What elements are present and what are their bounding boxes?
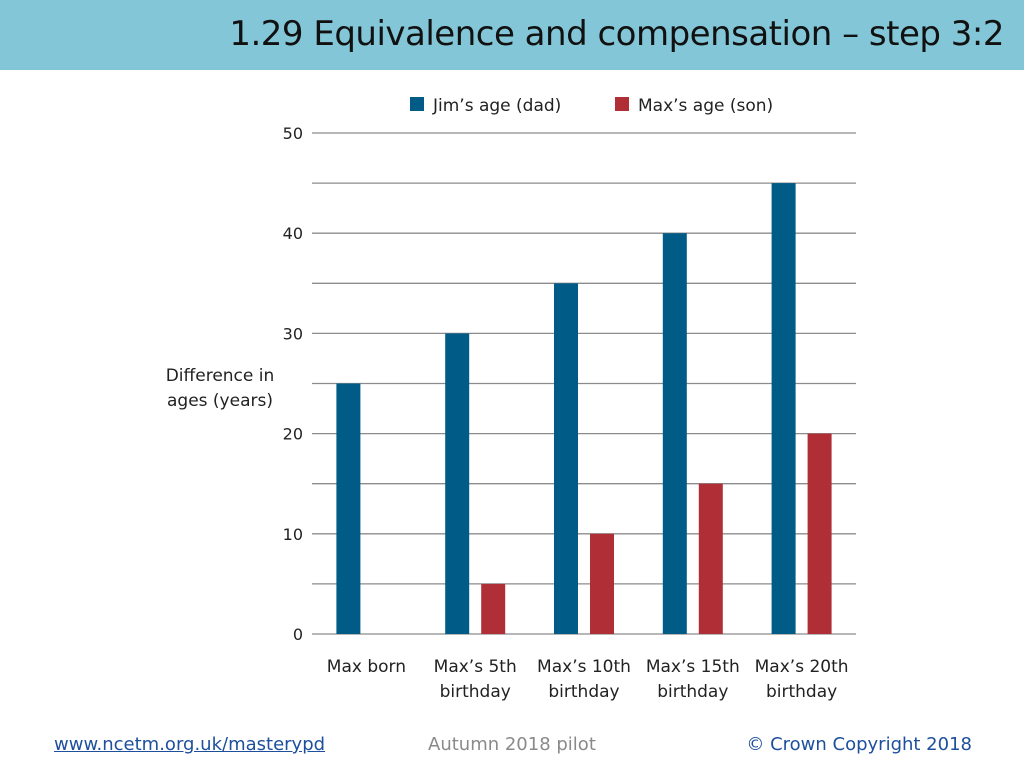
bar-max — [481, 583, 506, 634]
bar-max — [590, 533, 614, 634]
bar-jim — [445, 333, 470, 634]
bar-jim — [336, 383, 361, 634]
y-tick-label: 0 — [293, 625, 303, 644]
x-tick-label: Max born — [327, 657, 406, 677]
footer-copyright: © Crown Copyright 2018 — [746, 734, 972, 755]
y-tick-label: 50 — [283, 124, 303, 143]
x-tick-label: Max’s 15th birthday — [646, 657, 740, 702]
x-tick-label: Max’s 5th birthday — [434, 657, 517, 702]
footer-link[interactable]: www.ncetm.org.uk/masterypd — [54, 734, 326, 755]
slide-title: 1.29 Equivalence and compensation – step… — [229, 14, 1004, 54]
y-tick-label: 30 — [283, 324, 303, 343]
x-tick-label: Max’s 20th birthday — [755, 657, 849, 702]
bar-max — [807, 433, 832, 634]
legend-swatch — [615, 97, 629, 111]
y-tick-label: 40 — [283, 224, 303, 243]
bar-max — [698, 483, 723, 634]
grid — [312, 132, 856, 635]
legend-label: Max’s age (son) — [638, 96, 773, 116]
x-tick-label: Max’s 10th birthday — [537, 657, 631, 702]
legend-label: Jim’s age (dad) — [432, 96, 561, 116]
bar-jim — [662, 233, 687, 634]
footer-pilot-text: Autumn 2018 pilot — [428, 734, 596, 755]
y-axis-ticks: 0 10 20 30 40 50 — [283, 124, 303, 644]
y-axis-label-line-1: Difference in — [165, 366, 275, 386]
y-tick-label: 10 — [283, 525, 303, 544]
y-tick-label: 20 — [283, 425, 303, 444]
bar-jim — [554, 283, 578, 634]
x-axis-labels: Max born Max’s 5th birthday Max’s 10th birth… — [327, 657, 849, 702]
legend-swatch — [410, 97, 424, 111]
bars — [336, 183, 832, 634]
bar-jim — [771, 183, 796, 634]
y-axis-label: Difference in ages (years) — [160, 364, 280, 414]
legend: Jim’s age (dad) Max’s age (son) — [410, 96, 773, 116]
y-axis-label-line-2: ages (years) — [167, 391, 273, 411]
title-bar: 1.29 Equivalence and compensation – step… — [0, 0, 1024, 70]
